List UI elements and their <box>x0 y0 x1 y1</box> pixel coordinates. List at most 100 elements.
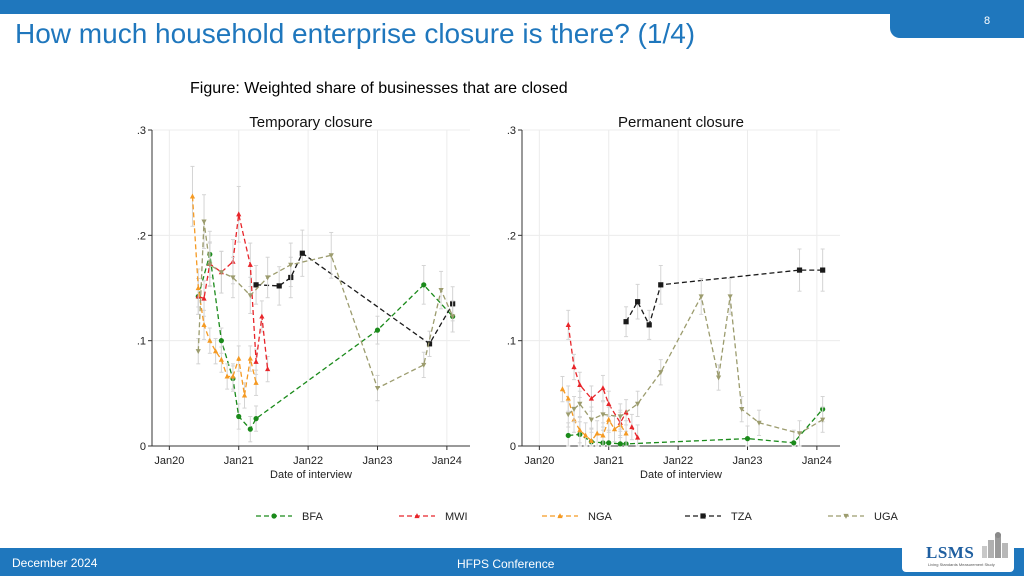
logo-text: LSMS <box>926 543 975 562</box>
data-point-nga <box>247 355 253 361</box>
footer-conference: HFPS Conference <box>457 557 555 571</box>
data-point-bfa <box>374 327 381 333</box>
y-tick-label: .3 <box>137 125 146 137</box>
data-point-mwi <box>635 434 641 440</box>
data-point-tza <box>646 322 652 328</box>
data-point-mwi <box>236 211 242 217</box>
data-point-uga <box>230 275 236 281</box>
data-point-tza <box>820 267 826 273</box>
data-point-bfa <box>218 338 224 344</box>
series-mwi <box>565 309 641 447</box>
data-point-bfa <box>617 441 623 447</box>
data-point-uga <box>288 262 294 268</box>
data-point-nga <box>201 322 207 327</box>
series-tza <box>623 248 826 340</box>
data-point-uga <box>195 349 201 355</box>
x-tick-label: Jan20 <box>154 455 184 467</box>
data-point-nga <box>583 432 589 438</box>
legend-item-mwi: MWI <box>399 511 468 523</box>
x-axis-label: Date of interview <box>270 469 352 481</box>
x-tick-label: Jan23 <box>732 455 762 467</box>
data-point-mwi <box>253 358 259 364</box>
page-number: 8 <box>984 15 991 27</box>
data-point-mwi <box>265 366 271 372</box>
legend-item-bfa: BFA <box>256 511 323 523</box>
chart-title: Temporary closure <box>249 114 372 131</box>
data-point-uga <box>421 362 427 368</box>
x-tick-label: Jan21 <box>224 455 254 467</box>
data-point-tza <box>253 282 259 288</box>
data-point-uga <box>796 431 803 437</box>
data-point-bfa <box>565 432 571 439</box>
legend-label: NGA <box>588 511 613 523</box>
legend-marker-mwi <box>414 513 420 519</box>
data-point-nga <box>559 386 566 392</box>
data-point-mwi <box>600 385 606 391</box>
footer-bar: December 2024 HFPS Conference <box>0 548 1024 576</box>
x-tick-label: Jan22 <box>293 455 323 467</box>
data-point-mwi <box>259 313 265 319</box>
y-tick-label: .3 <box>507 125 516 137</box>
figure-caption: Figure: Weighted share of businesses tha… <box>190 80 568 97</box>
data-point-tza <box>623 319 629 325</box>
data-point-mwi <box>565 322 571 327</box>
lsms-logo: LSMS Living Standards Measurement Study <box>902 530 1014 572</box>
legend-item-nga: NGA <box>542 511 613 523</box>
x-tick-label: Jan20 <box>524 455 554 467</box>
legend-item-tza: TZA <box>685 511 752 523</box>
data-point-uga <box>727 294 733 300</box>
x-tick-label: Jan24 <box>432 455 462 467</box>
data-point-nga <box>195 285 201 291</box>
data-point-nga <box>594 430 600 436</box>
y-tick-label: .2 <box>137 230 146 242</box>
plot-area <box>152 130 470 446</box>
series-line-tza <box>256 252 454 345</box>
legend-label: UGA <box>874 511 899 523</box>
data-point-nga <box>253 379 259 385</box>
data-point-mwi <box>571 364 577 370</box>
data-point-uga <box>756 420 762 426</box>
series-line-uga <box>567 294 824 435</box>
chart-panel-2: Jan20 Jan21 Jan22 Jan23 Jan24 0 .1 .2 .3 Permanen… <box>507 114 840 481</box>
data-point-mwi <box>577 382 583 387</box>
data-point-uga <box>450 314 456 320</box>
series-uga <box>565 277 826 447</box>
data-point-uga <box>698 294 704 300</box>
series-line-bfa <box>197 254 454 431</box>
legend-marker-uga <box>843 513 849 519</box>
data-point-uga <box>247 293 253 299</box>
data-point-mwi <box>247 261 253 267</box>
data-point-uga <box>588 417 594 423</box>
page-number-tab: 8 <box>890 0 1024 38</box>
data-point-uga <box>617 414 623 420</box>
data-point-bfa <box>791 440 797 446</box>
data-point-tza <box>426 341 433 347</box>
data-point-tza <box>299 250 305 256</box>
data-point-nga <box>218 356 224 362</box>
data-point-uga <box>265 275 271 281</box>
plot-area <box>522 130 840 446</box>
data-point-bfa <box>253 416 259 422</box>
data-point-uga <box>571 407 577 412</box>
data-point-bfa <box>247 426 253 432</box>
chart-panel-1: Jan20 Jan21 Jan22 Jan23 Jan24 0 .1 .2 .3 Temporar… <box>137 114 470 481</box>
data-point-mwi <box>606 401 612 406</box>
x-tick-label: Jan21 <box>594 455 624 467</box>
data-point-uga <box>328 253 334 259</box>
data-point-mwi <box>629 424 635 430</box>
data-point-nga <box>565 395 571 401</box>
data-point-bfa <box>744 436 751 442</box>
data-point-nga <box>577 427 583 433</box>
series-line-mwi <box>198 214 269 370</box>
data-point-tza <box>658 282 664 288</box>
series-uga <box>195 194 456 402</box>
slide-title: How much household enterprise closure is… <box>15 18 696 49</box>
y-tick-label: 0 <box>510 441 516 453</box>
series-nga <box>189 165 259 409</box>
logo-figures-icon <box>982 532 1008 558</box>
data-point-nga <box>230 373 236 379</box>
data-point-uga <box>374 385 381 391</box>
data-point-uga <box>739 407 745 412</box>
data-point-uga <box>201 219 207 225</box>
